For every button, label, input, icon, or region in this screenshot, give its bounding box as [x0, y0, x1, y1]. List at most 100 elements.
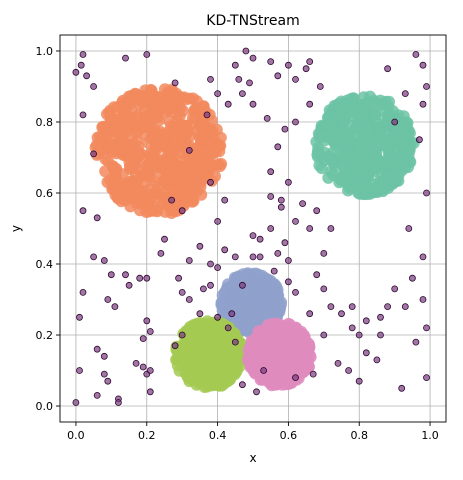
outlier-point	[196, 242, 204, 250]
cluster-point	[215, 327, 228, 340]
cluster-point	[338, 109, 351, 122]
cluster-point	[340, 171, 353, 184]
cluster-point	[290, 321, 303, 334]
cluster-point	[214, 160, 226, 173]
outlier-point	[274, 249, 282, 257]
outlier-point	[168, 196, 176, 204]
outlier-point	[281, 125, 289, 133]
cluster-point	[383, 95, 395, 108]
outlier-point	[214, 90, 222, 97]
outlier-point	[171, 342, 179, 350]
cluster-green	[170, 315, 248, 393]
outlier-point	[391, 118, 399, 126]
cluster-point	[403, 154, 416, 167]
outlier-point	[231, 61, 239, 69]
cluster-point	[322, 171, 335, 184]
cluster-point	[170, 353, 183, 366]
y-tick-label: 1.0	[36, 45, 54, 58]
outlier-point	[398, 384, 406, 392]
cluster-point	[175, 190, 188, 203]
outlier-point	[419, 61, 427, 69]
outlier-point	[292, 374, 299, 382]
outlier-point	[139, 363, 147, 371]
outlier-point	[93, 345, 101, 353]
cluster-point	[240, 269, 253, 282]
outlier-point	[401, 303, 409, 311]
cluster-point	[349, 122, 362, 135]
outlier-point	[79, 111, 87, 119]
outlier-point	[267, 193, 275, 200]
outlier-point	[292, 288, 299, 296]
cluster-point	[169, 165, 182, 178]
outlier-point	[377, 313, 384, 321]
outlier-point	[362, 349, 370, 357]
outlier-point	[136, 274, 144, 282]
cluster-point	[170, 87, 183, 100]
outlier-point	[146, 328, 154, 335]
y-axis-label: y	[9, 225, 23, 232]
outlier-point	[185, 146, 193, 154]
cluster-point	[132, 150, 145, 163]
cluster-point	[278, 333, 291, 346]
cluster-point	[238, 322, 250, 335]
outlier-point	[203, 111, 211, 119]
outlier-point	[207, 260, 214, 268]
outlier-point	[292, 118, 299, 126]
outlier-point	[277, 203, 285, 211]
cluster-point	[300, 341, 313, 353]
cluster-point	[109, 182, 122, 195]
chart-title: KD-TNStream	[206, 13, 299, 29]
cluster-point	[107, 117, 120, 129]
cluster-point	[272, 303, 285, 316]
cluster-point	[144, 97, 157, 109]
outlier-point	[214, 264, 222, 272]
outlier-point	[221, 246, 229, 254]
outlier-point	[327, 303, 335, 311]
cluster-point	[269, 294, 282, 307]
outlier-point	[214, 313, 222, 321]
outlier-point	[355, 331, 363, 339]
outlier-point	[221, 196, 229, 204]
outlier-point	[228, 310, 236, 318]
outlier-point	[143, 317, 151, 325]
cluster-point	[131, 109, 144, 122]
cluster-points	[89, 83, 420, 393]
outlier-point	[348, 303, 356, 311]
outlier-point	[249, 232, 257, 240]
outlier-point	[277, 196, 285, 204]
outlier-point	[373, 356, 381, 364]
cluster-point	[282, 356, 295, 369]
outlier-point	[338, 310, 345, 318]
cluster-point	[123, 175, 136, 188]
cluster-point	[347, 158, 360, 171]
cluster-point	[220, 348, 233, 360]
cluster-point	[329, 156, 342, 169]
cluster-point	[104, 104, 117, 117]
outlier-point	[267, 225, 275, 232]
outlier-point	[405, 225, 413, 232]
outlier-point	[306, 225, 314, 232]
outlier-point	[267, 58, 275, 65]
outlier-point	[263, 115, 271, 122]
cluster-point	[96, 132, 109, 145]
cluster-point	[154, 92, 166, 105]
outlier-point	[199, 285, 207, 293]
outlier-point	[391, 285, 399, 293]
cluster-point	[369, 113, 382, 126]
outlier-point	[302, 65, 310, 73]
cluster-point	[139, 128, 151, 141]
outlier-point	[345, 367, 353, 374]
outlier-point	[274, 143, 282, 151]
outlier-point	[316, 83, 324, 90]
cluster-pink	[242, 317, 317, 392]
outlier-point	[292, 217, 299, 225]
cluster-point	[109, 164, 122, 177]
outlier-point	[93, 391, 101, 399]
x-axis-label: x	[249, 451, 256, 465]
cluster-point	[187, 334, 200, 347]
outlier-point	[306, 58, 314, 65]
outlier-point	[313, 271, 321, 279]
cluster-point	[354, 174, 367, 187]
outlier-point	[249, 253, 257, 261]
outlier-point	[401, 90, 409, 97]
